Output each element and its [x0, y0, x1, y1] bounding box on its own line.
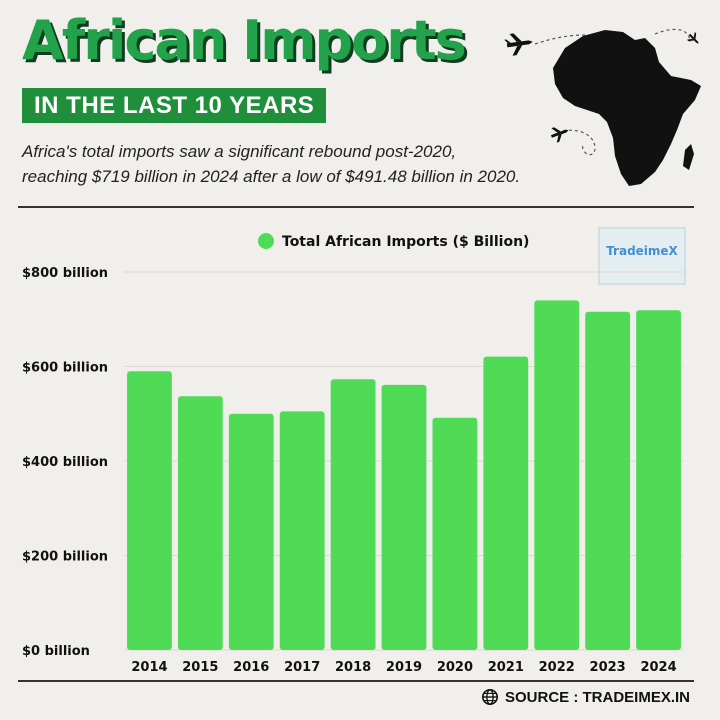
y-tick-label: $800 billion [22, 266, 108, 281]
x-tick-label: 2024 [640, 660, 676, 675]
legend: Total African Imports ($ Billion) [258, 233, 529, 250]
x-tick-label: 2019 [386, 660, 422, 675]
x-tick-label: 2015 [182, 660, 218, 675]
page-title: African Imports [22, 9, 467, 72]
bar-2019 [381, 384, 427, 650]
source-text: SOURCE : TRADEIMEX.IN [504, 688, 690, 706]
bar-2014 [127, 371, 172, 650]
legend-label: Total African Imports ($ Billion) [282, 234, 529, 250]
bar-2015 [177, 396, 223, 650]
bar-2022 [534, 300, 580, 650]
madagascar-shape [683, 144, 694, 170]
bar-2017 [279, 411, 325, 650]
subtitle-banner: IN THE LAST 10 YEARS [22, 88, 327, 123]
bar-2020 [432, 417, 478, 650]
airplane-icon [686, 31, 699, 44]
airplane-icon [550, 127, 569, 143]
bar-2021 [483, 356, 529, 650]
legend-swatch [258, 233, 274, 249]
bar-chart: TradeimeX Total African Imports ($ Billi… [22, 227, 686, 675]
x-tick-label: 2023 [590, 660, 626, 675]
y-tick-label: $0 billion [22, 644, 90, 659]
bar-2023 [585, 311, 631, 650]
description-line-1: Africa's total imports saw a significant… [22, 142, 457, 161]
description: Africa's total imports saw a significant… [22, 139, 602, 189]
bottom-divider [18, 680, 694, 682]
y-tick-label: $200 billion [22, 550, 108, 565]
y-tick-label: $400 billion [22, 455, 108, 470]
x-tick-label: 2020 [437, 660, 473, 675]
bar-2024 [636, 310, 681, 650]
x-tick-label: 2022 [539, 660, 575, 675]
description-line-2: reaching $719 billion in 2024 after a lo… [22, 167, 521, 186]
x-tick-label: 2014 [131, 660, 167, 675]
airplane-icon [504, 33, 533, 56]
africa-map-illustration [504, 28, 701, 186]
x-tick-label: 2021 [488, 660, 524, 675]
x-tick-label: 2018 [335, 660, 371, 675]
africa-shape [553, 30, 701, 186]
globe-icon [481, 688, 498, 706]
bar-2018 [330, 379, 376, 650]
watermark-text: TradeimeX [606, 244, 678, 258]
tradeimex-watermark: TradeimeX [598, 227, 686, 285]
top-divider [18, 206, 694, 208]
y-tick-label: $600 billion [22, 361, 108, 376]
bar-2016 [228, 413, 274, 650]
x-tick-label: 2017 [284, 660, 320, 675]
source-credit: SOURCE : TRADEIMEX.IN [481, 688, 690, 706]
x-tick-label: 2016 [233, 660, 269, 675]
